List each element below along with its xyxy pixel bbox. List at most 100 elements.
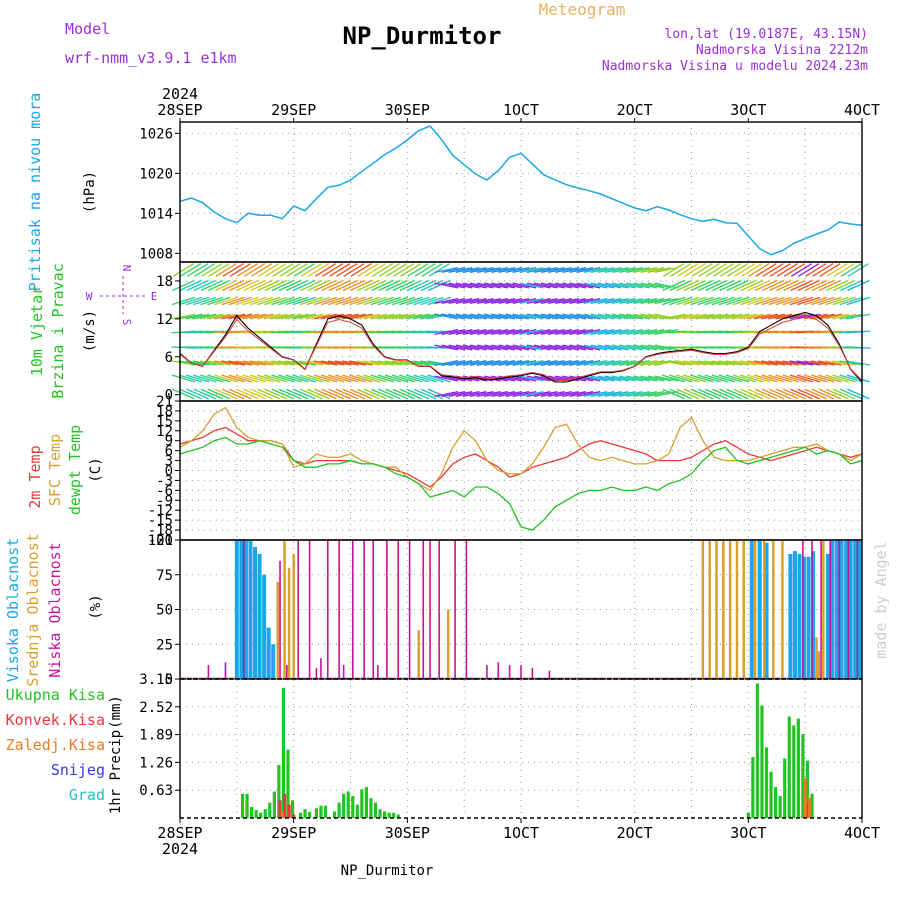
wind-barb (761, 360, 785, 366)
wind-barb (406, 296, 430, 306)
wind-barb (292, 296, 316, 306)
wind-barb (236, 263, 258, 277)
wind-barb (221, 313, 246, 320)
wind-barb (519, 359, 544, 367)
cloud-bar-2 (342, 665, 345, 679)
wind-barb (647, 344, 672, 351)
wind-barb (540, 282, 565, 289)
wind-barb (306, 374, 331, 383)
wind-barb (754, 279, 778, 292)
cloud-bar-0 (825, 553, 830, 679)
wind-barb (414, 263, 436, 277)
precip-bar-0 (303, 809, 307, 818)
wind-barb (498, 297, 523, 305)
cloud-bar-2 (486, 665, 488, 679)
wind-barb (611, 375, 636, 382)
wind-barb (690, 313, 714, 320)
cloud-bar-2 (520, 665, 522, 679)
precip-bar-1 (278, 800, 282, 818)
cloud-bar-2 (531, 667, 534, 679)
wind-barb (825, 360, 849, 366)
x-tick-label-top: 3OCT (730, 101, 766, 119)
wind-barb (597, 344, 622, 351)
wind-barb (526, 266, 551, 274)
wind-barb (264, 388, 288, 400)
precip-y-tick-label: 3.15 (139, 672, 173, 688)
wind-barb (626, 375, 650, 382)
wind-barb (300, 388, 323, 400)
cloud-bar-0 (806, 556, 811, 679)
mid-cloud-label: Srednja Oblacnost (24, 533, 42, 687)
wind-barb (193, 296, 217, 306)
wind-barb (812, 263, 834, 277)
wind-barb (583, 344, 608, 351)
wind-barb (263, 360, 288, 366)
wind-barb (712, 263, 734, 277)
temperature-y-tick-label: -6 (156, 483, 173, 499)
wind-barb (690, 374, 714, 383)
wind-barb (469, 359, 494, 367)
precip-bar-0 (796, 718, 800, 818)
wind-barb (306, 360, 331, 366)
wind-barb (185, 296, 210, 306)
wind-barb (782, 296, 806, 306)
cloud-bar-1 (722, 540, 725, 679)
wind-barb (847, 263, 869, 277)
wind-barb (171, 374, 196, 383)
wind-barb (833, 263, 855, 277)
wind-barb (668, 313, 693, 320)
wind-barb (179, 279, 202, 292)
wind-barb (782, 360, 807, 366)
wind-barb (505, 313, 530, 320)
wind-barb (512, 297, 537, 305)
wind-barb (335, 388, 359, 400)
wind-barb (498, 359, 523, 367)
wind-barb (377, 360, 402, 366)
precip-bar-0 (332, 811, 337, 818)
wind-barb (597, 297, 622, 305)
wind-barb (804, 279, 827, 292)
wind-barb (434, 359, 459, 367)
precip-bar-0 (298, 812, 303, 818)
wind-barb (640, 375, 665, 382)
wind-barb (314, 263, 337, 277)
wind-barb (434, 390, 459, 398)
wind-barb (285, 374, 309, 383)
wind-barb (292, 374, 316, 383)
wind-barb (434, 375, 459, 382)
wind-barb (619, 344, 643, 351)
wind-barb (491, 297, 515, 305)
wind-barb (847, 388, 870, 400)
x-tick-label-bottom: 2OCT (617, 824, 653, 842)
wind-barb (811, 296, 835, 306)
precip-bar-0 (342, 793, 346, 818)
wind-barb (691, 263, 713, 277)
cloud-bar-2 (207, 665, 210, 679)
wind-barb (626, 344, 650, 351)
precip-bar-2 (808, 798, 812, 818)
wind-barb (242, 296, 267, 306)
x-tick-label-top: 28SEP (157, 101, 202, 119)
wind-barb (364, 263, 386, 277)
wind-barb (519, 297, 544, 305)
wind-barb (328, 279, 351, 292)
wind-barb (548, 359, 572, 367)
wind-barb (540, 328, 565, 336)
wind-barb (818, 296, 842, 306)
precip-bar-0 (778, 795, 782, 818)
wind-barb (555, 344, 579, 351)
wind-barb (313, 374, 338, 383)
wind-barb (533, 390, 558, 398)
wind-barb (300, 279, 323, 292)
wind-barb (676, 296, 700, 306)
cloud-bar-1 (701, 540, 705, 679)
wind-barb (683, 388, 707, 400)
wind-barb (250, 388, 273, 400)
wind-barb (611, 266, 636, 274)
wind-barb (661, 374, 686, 383)
precip-bar-0 (337, 802, 341, 818)
wind-barb (512, 282, 537, 289)
cloud-bar-1 (287, 567, 291, 679)
wind-barb (299, 374, 323, 383)
